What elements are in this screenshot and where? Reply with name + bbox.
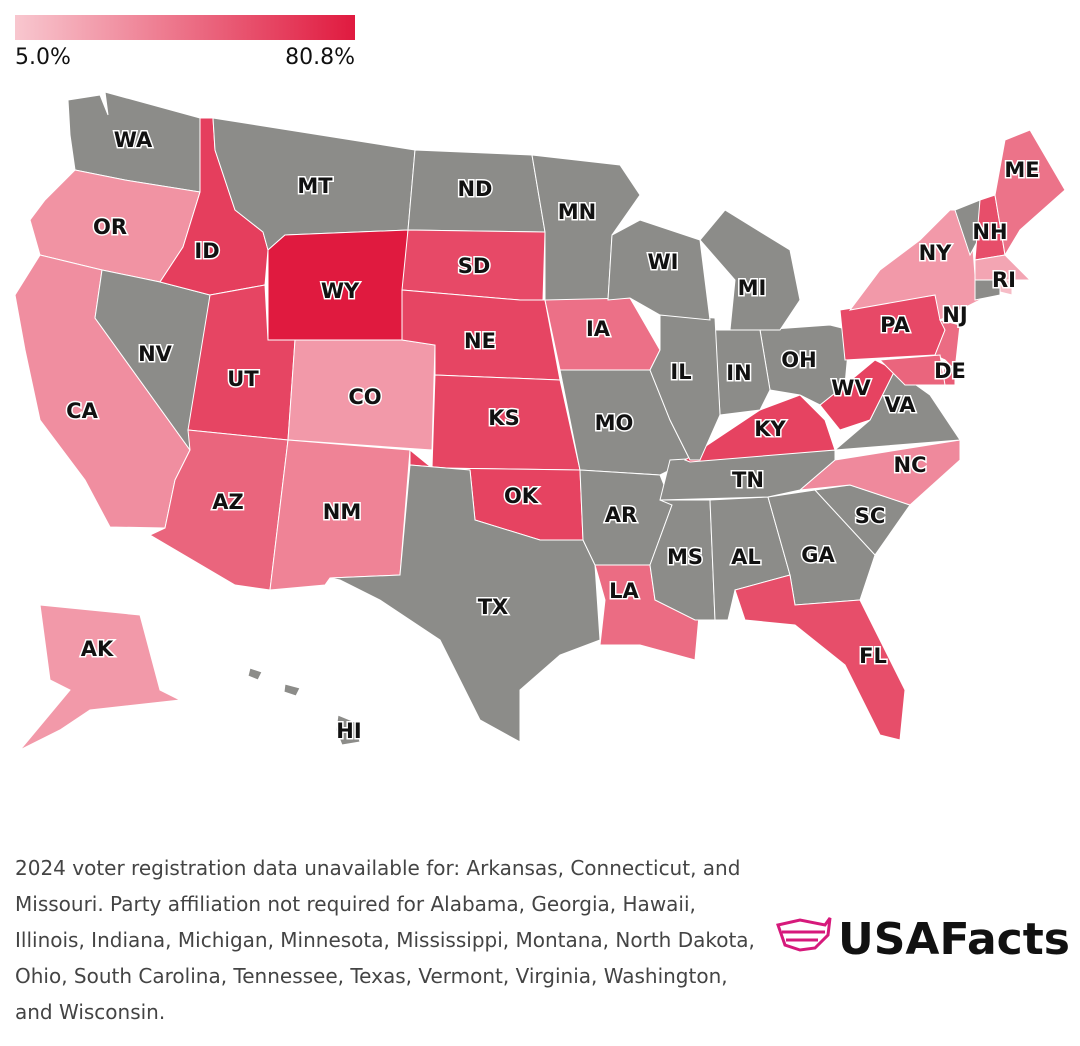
state [699,209,801,331]
state [247,667,361,746]
state-label: NE [464,329,496,353]
state-label: DE [934,359,966,383]
state-label: PA [880,313,910,337]
logo-text: USAFacts [838,914,1070,965]
legend-min: 5.0% [15,45,71,70]
state-label: IA [586,317,611,341]
state-label: WI [648,250,679,274]
legend-bar [15,15,355,40]
state-label: WV [831,376,871,400]
state-label: LA [609,579,639,603]
state-label: WY [321,279,360,303]
state-label: GA [801,543,835,567]
state-label: WA [114,128,153,152]
state-label: IL [670,360,691,384]
state-label: CO [348,385,381,409]
state [607,219,711,321]
state-label: MS [667,545,703,569]
state [329,464,601,743]
state [974,279,1001,301]
state-label: KY [754,417,786,441]
state-label: HI [336,719,361,743]
state-label: MT [297,174,333,198]
state [287,339,436,451]
state [974,254,1032,281]
state-label: VA [884,393,916,417]
state-label: KS [488,406,519,430]
state-label: IN [726,361,751,385]
state-label: NV [138,342,173,366]
state-label: NM [323,500,361,524]
state-label: OH [781,348,816,372]
state-label: ND [457,177,492,201]
footnote: 2024 voter registration data unavailable… [15,856,755,1024]
state-label: MN [558,200,596,224]
map: 5.0% 80.8% WA OR CA NV ID MT WY UT CO AZ NM ND SD NE K… [14,15,1066,751]
state-label: TX [478,595,509,619]
state-label: NC [894,453,927,477]
state-label: ME [1004,158,1039,182]
state-label: NJ [942,303,967,327]
legend-max: 80.8% [285,45,355,70]
state [19,604,221,751]
state-label: FL [859,644,887,668]
state-label: MO [595,411,634,435]
state [683,394,836,463]
state-label: AZ [212,490,243,514]
state-label: RI [992,268,1016,292]
state-label: CA [66,399,98,423]
state-label: AK [81,637,114,661]
state-label: OK [504,484,539,508]
state-label: MI [738,276,767,300]
state-label: UT [227,367,259,391]
state-label: SD [458,254,491,278]
state-label: OR [93,215,127,239]
state-label: AL [731,545,761,569]
state-label: TN [732,468,764,492]
state [878,354,946,386]
state [649,314,721,461]
state-label: NY [919,241,953,265]
state [759,324,851,406]
state-label: ID [194,239,219,263]
state-label: AR [605,503,637,527]
state-label: NH [972,220,1007,244]
logo-icon [776,917,832,952]
state-label: SC [855,504,886,528]
state [734,574,906,741]
